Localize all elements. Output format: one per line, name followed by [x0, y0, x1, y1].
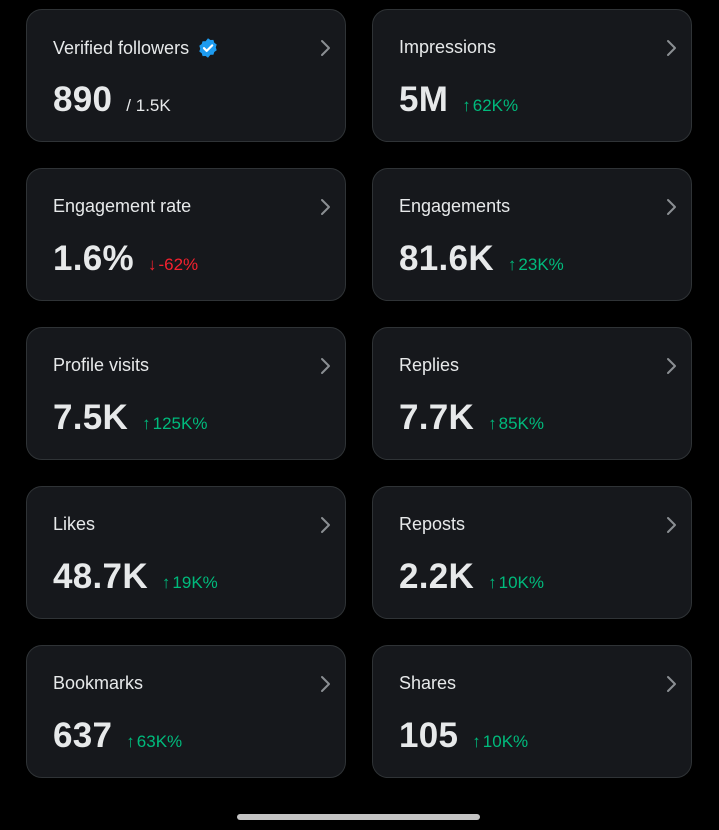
- metric-change-value: 62K%: [472, 96, 519, 115]
- card-likes[interactable]: Likes 48.7K ↑ 19K%: [26, 486, 346, 619]
- card-title-label: Verified followers: [53, 37, 190, 58]
- card-title-label: Profile visits: [53, 355, 150, 375]
- chevron-right-icon: [321, 676, 330, 692]
- chevron-right-icon: [321, 199, 330, 215]
- metric-value: 890: [53, 80, 113, 119]
- metric-change: ↑ 85K%: [488, 414, 544, 434]
- metric-value: 2.2K: [399, 557, 475, 596]
- card-title-label: Shares: [399, 673, 457, 693]
- card-verified-followers[interactable]: Verified followers 890 / 1.5K: [26, 9, 346, 142]
- chevron-right-icon: [667, 517, 676, 533]
- card-title-label: Engagements: [399, 196, 511, 216]
- metric-change: ↓ -62%: [148, 255, 198, 275]
- metrics-grid: Verified followers 890 / 1.5K Impression…: [26, 9, 692, 778]
- metric-value-row: 2.2K ↑ 10K%: [399, 557, 544, 597]
- card-title-label: Likes: [53, 514, 96, 534]
- chevron-right-icon: [321, 517, 330, 533]
- chevron-right-icon: [667, 676, 676, 692]
- arrow-up-icon: ↑: [126, 732, 135, 751]
- home-indicator[interactable]: [237, 814, 480, 820]
- card-title: Bookmarks: [53, 673, 143, 694]
- chevron-right-icon: [321, 40, 330, 56]
- card-title: Reposts: [399, 514, 465, 535]
- chevron-right-icon: [321, 358, 330, 374]
- card-title: Engagement rate: [53, 196, 191, 217]
- metric-value-row: 890 / 1.5K: [53, 80, 171, 120]
- metric-change-value: 63K%: [136, 732, 183, 751]
- arrow-up-icon: ↑: [161, 573, 171, 592]
- metric-change: ↑ 62K%: [462, 96, 518, 116]
- card-title: Profile visits: [53, 355, 149, 376]
- metric-change-value: 23K%: [518, 255, 564, 274]
- chevron-right-icon: [667, 199, 676, 215]
- card-title-label: Reposts: [399, 514, 466, 534]
- card-title: Replies: [399, 355, 459, 376]
- metric-value: 48.7K: [53, 557, 148, 596]
- metric-value-row: 7.5K ↑ 125K%: [53, 398, 207, 438]
- arrow-down-icon: ↓: [147, 255, 157, 274]
- chevron-right-icon: [667, 40, 676, 56]
- metric-change-value: 10K%: [482, 732, 529, 751]
- metric-change: ↑ 125K%: [142, 414, 207, 434]
- metric-value: 81.6K: [399, 239, 494, 278]
- card-title-label: Engagement rate: [53, 196, 192, 216]
- card-title: Likes: [53, 514, 95, 535]
- card-impressions[interactable]: Impressions 5M ↑ 62K%: [372, 9, 692, 142]
- metric-value: 1.6%: [53, 239, 134, 278]
- metric-change-value: 19K%: [172, 573, 218, 592]
- card-replies[interactable]: Replies 7.7K ↑ 85K%: [372, 327, 692, 460]
- metric-value: 5M: [399, 80, 449, 119]
- metric-change: ↑ 10K%: [488, 573, 544, 593]
- metric-value-row: 7.7K ↑ 85K%: [399, 398, 544, 438]
- metric-change: ↑ 23K%: [508, 255, 564, 275]
- card-engagement-rate[interactable]: Engagement rate 1.6% ↓ -62%: [26, 168, 346, 301]
- metric-total: / 1.5K: [126, 96, 171, 115]
- metric-value-row: 48.7K ↑ 19K%: [53, 557, 218, 597]
- arrow-up-icon: ↑: [507, 255, 517, 274]
- arrow-up-icon: ↑: [472, 732, 481, 751]
- metric-value-row: 5M ↑ 62K%: [399, 80, 518, 120]
- arrow-up-icon: ↑: [488, 573, 497, 592]
- metric-change-value: 10K%: [498, 573, 545, 592]
- card-shares[interactable]: Shares 105 ↑ 10K%: [372, 645, 692, 778]
- verified-badge-icon: [199, 38, 217, 58]
- metric-value-row: 1.6% ↓ -62%: [53, 239, 198, 279]
- metric-value-row: 637 ↑ 63K%: [53, 716, 182, 756]
- metric-value: 105: [399, 716, 459, 755]
- card-title: Shares: [399, 673, 456, 694]
- card-title-label: Replies: [399, 355, 460, 375]
- metric-change: ↑ 10K%: [472, 732, 528, 752]
- card-title: Impressions: [399, 37, 496, 58]
- metric-change-value: 125K%: [152, 414, 208, 433]
- chevron-right-icon: [667, 358, 676, 374]
- card-title: Engagements: [399, 196, 510, 217]
- card-title-label: Bookmarks: [53, 673, 144, 693]
- card-profile-visits[interactable]: Profile visits 7.5K ↑ 125K%: [26, 327, 346, 460]
- card-bookmarks[interactable]: Bookmarks 637 ↑ 63K%: [26, 645, 346, 778]
- arrow-up-icon: ↑: [142, 414, 151, 433]
- metric-value-row: 81.6K ↑ 23K%: [399, 239, 564, 279]
- arrow-up-icon: ↑: [488, 414, 497, 433]
- metric-value: 7.7K: [399, 398, 475, 437]
- metric-change: ↑ 19K%: [162, 573, 218, 593]
- metric-change-value: -62%: [158, 255, 199, 274]
- metric-value: 7.5K: [53, 398, 129, 437]
- metric-change: ↑ 63K%: [126, 732, 182, 752]
- card-engagements[interactable]: Engagements 81.6K ↑ 23K%: [372, 168, 692, 301]
- card-title: Verified followers: [53, 37, 219, 59]
- metric-value: 637: [53, 716, 113, 755]
- metric-value-row: 105 ↑ 10K%: [399, 716, 528, 756]
- arrow-up-icon: ↑: [462, 96, 471, 115]
- metric-change-value: 85K%: [498, 414, 545, 433]
- card-reposts[interactable]: Reposts 2.2K ↑ 10K%: [372, 486, 692, 619]
- card-title-label: Impressions: [399, 37, 497, 57]
